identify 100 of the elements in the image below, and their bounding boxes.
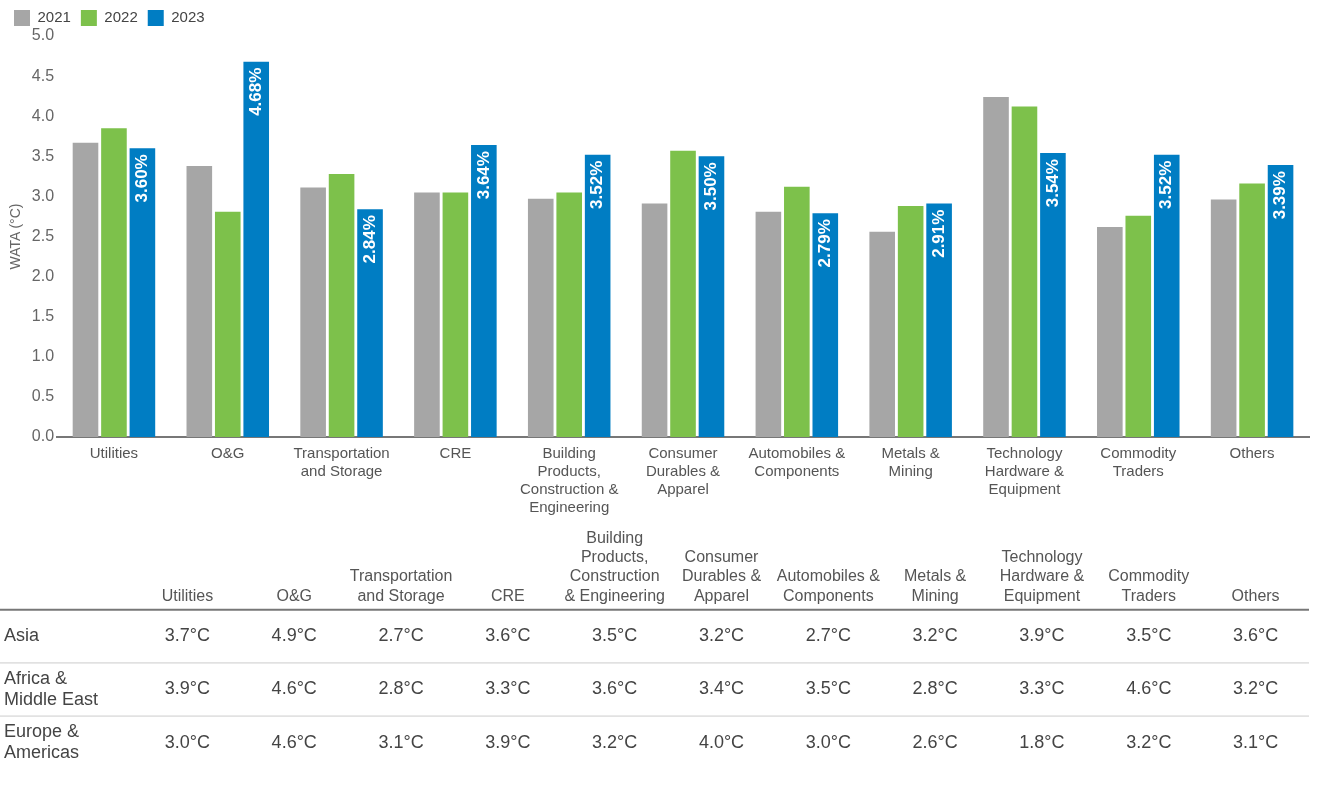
data-label: 3.9°C (164, 678, 211, 699)
x-tick-label: Utilities (161, 586, 214, 604)
data-label: 4.9°C (271, 625, 317, 646)
bar (442, 192, 469, 437)
y-tick-label: 1.5 (31, 307, 55, 325)
data-label: 3.1°C (1232, 731, 1279, 752)
bar (471, 145, 497, 437)
data-label: 2.84% (359, 215, 379, 264)
y-tick-label: 2.5 (31, 226, 55, 244)
data-label: 3.52% (1156, 160, 1176, 209)
x-tick-label: Consumer Durables & Apparel (681, 548, 762, 604)
bar (328, 173, 355, 437)
bar (186, 165, 213, 437)
bar (72, 142, 99, 437)
x-tick-label: Transportation and Storage (349, 567, 453, 604)
bar (214, 211, 241, 437)
bar (414, 192, 440, 437)
data-label: 3.2°C (698, 625, 745, 646)
data-label: 1.8°C (1019, 731, 1065, 752)
x-tick-label: Utilities (89, 444, 139, 462)
data-label: 4.6°C (1126, 678, 1172, 699)
data-label: 3.54% (1042, 159, 1062, 208)
data-label: 3.9°C (485, 731, 531, 752)
data-label: 2.8°C (378, 678, 424, 699)
data-label: 2.7°C (805, 625, 851, 646)
bar (869, 231, 895, 437)
y-tick-label: Africa & Middle East (4, 667, 99, 710)
x-tick-label: CRE (490, 586, 525, 604)
data-label: 3.64% (473, 151, 493, 200)
bar (784, 186, 810, 437)
data-label: 3.0°C (164, 731, 211, 752)
data-label: 3.2°C (1232, 678, 1279, 699)
y-tick-label: Europe & Americas (4, 720, 80, 763)
bar (527, 198, 554, 437)
data-label: 4.68% (245, 67, 265, 116)
bar (1040, 153, 1066, 437)
y-tick-label: 4.5 (31, 66, 55, 84)
data-label: 4.0°C (698, 731, 745, 752)
data-label: 3.3°C (1019, 678, 1065, 699)
data-label: 2.79% (814, 219, 834, 268)
bar (1011, 106, 1038, 437)
y-tick-label: 4.0 (31, 106, 55, 124)
data-label: 3.9°C (1019, 625, 1065, 646)
bar (556, 192, 583, 437)
legend-label: 2021 (37, 8, 71, 26)
bar (1267, 165, 1294, 437)
bar (243, 61, 270, 437)
data-label: 3.5°C (592, 625, 638, 646)
y-tick-label: 5.0 (31, 26, 55, 44)
y-tick-label: 2.0 (31, 267, 55, 285)
x-tick-label: O&G (211, 444, 245, 462)
x-tick-label: Metals & Mining (881, 444, 940, 480)
bar (812, 213, 839, 437)
data-label: 2.7°C (378, 625, 424, 646)
data-label: 3.52% (587, 160, 607, 209)
data-label: 4.6°C (271, 678, 317, 699)
data-label: 3.6°C (592, 678, 638, 699)
x-tick-label: Others (1231, 586, 1280, 604)
bar (357, 209, 383, 437)
x-tick-label: Building Products, Construction & Engineering (564, 529, 665, 604)
x-tick-label: Technology Hardware & Equipment (984, 444, 1065, 498)
bar (1153, 154, 1180, 437)
x-tick-label: Metals & Mining (904, 567, 967, 604)
bar (129, 148, 156, 437)
bar (755, 211, 782, 437)
bar (926, 203, 952, 437)
y-tick-label: 0.5 (31, 387, 55, 405)
x-tick-label: Commodity Traders (1108, 567, 1190, 604)
data-label: 3.6°C (1232, 625, 1279, 646)
bar (698, 156, 725, 437)
data-label: 3.2°C (592, 731, 638, 752)
data-label: 3.60% (132, 154, 152, 203)
y-axis-title: WATA (°C) (7, 203, 24, 270)
legend-label: 2022 (104, 8, 138, 26)
data-label: 2.8°C (912, 678, 958, 699)
bar (1125, 215, 1152, 437)
bar (1210, 199, 1237, 437)
x-tick-label: Others (1229, 444, 1275, 462)
x-tick-label: Automobiles & Components (748, 444, 846, 480)
y-tick-label: 1.0 (31, 347, 55, 365)
data-label: 2.91% (928, 209, 948, 258)
data-label: 3.5°C (1126, 625, 1172, 646)
data-label: 3.50% (701, 162, 721, 211)
data-label: 3.39% (1270, 171, 1290, 220)
y-tick-label: 0.0 (31, 427, 55, 445)
bar (670, 150, 696, 437)
bar (1239, 183, 1265, 437)
bar (897, 206, 924, 437)
x-tick-label: O&G (276, 586, 313, 604)
y-tick-label: Asia (4, 625, 40, 646)
data-label: 3.2°C (1126, 731, 1172, 752)
x-tick-label: Commodity Traders (1100, 444, 1177, 480)
legend-label: 2023 (171, 8, 205, 26)
bar (641, 203, 668, 437)
bar (983, 96, 1009, 437)
data-label: 3.3°C (485, 678, 531, 699)
data-label: 4.6°C (271, 731, 317, 752)
data-label: 3.6°C (485, 625, 531, 646)
bar (1097, 226, 1123, 437)
data-label: 3.7°C (164, 625, 211, 646)
